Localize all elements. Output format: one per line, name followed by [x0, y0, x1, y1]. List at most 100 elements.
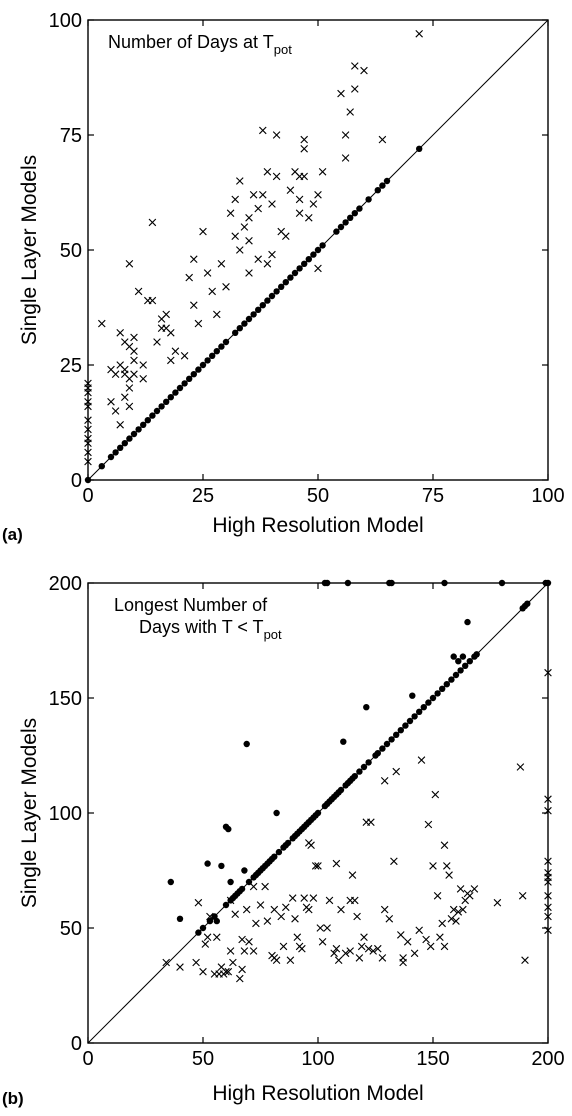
panel-b-cross-point: [298, 944, 306, 953]
cross-stroke: [309, 200, 318, 208]
panel-b-dot-point: [356, 768, 363, 775]
panel-a-cross-point: [180, 352, 189, 360]
panel-b-cross-point: [403, 938, 412, 946]
panel-b-dot-point: [448, 676, 455, 683]
cross-stroke: [203, 933, 212, 941]
cross-stroke: [180, 352, 189, 360]
panel-b-cross-point: [314, 862, 322, 870]
cross-stroke: [456, 885, 465, 893]
panel-b-dot-point: [455, 658, 462, 665]
panel-a-cross-point: [300, 172, 308, 181]
panel-a-cross-point: [116, 329, 124, 337]
panel-a-cross-point: [171, 347, 180, 355]
cross-stroke: [125, 402, 134, 411]
cross-stroke: [295, 209, 304, 217]
cross-stroke: [208, 287, 216, 296]
cross-stroke: [240, 947, 249, 955]
panel-b-cross-point: [279, 942, 288, 951]
panel-b-dot-point: [388, 736, 395, 743]
cross-stroke: [107, 365, 115, 374]
cross-stroke: [286, 956, 295, 964]
panel-b-cross-point: [399, 954, 407, 962]
cross-stroke: [139, 361, 147, 369]
panel-b-dot-point: [284, 839, 292, 847]
panel-b-cross-point: [353, 912, 361, 921]
cross-stroke: [130, 370, 138, 378]
panel-b-dot-point: [195, 929, 202, 936]
cross-stroke: [116, 361, 124, 369]
panel-b-label: (b): [2, 1089, 24, 1108]
cross-stroke: [521, 956, 529, 964]
panel-a-dot-point: [245, 315, 253, 323]
cross-stroke: [374, 944, 382, 953]
panel-a-cross-point: [84, 425, 92, 434]
panel-b-dot-point: [199, 924, 207, 932]
panel-a-cross-point: [346, 108, 354, 116]
panel-a-cross-point: [337, 89, 345, 98]
panel-a-x-tick-label: 0: [82, 485, 93, 507]
panel-a-scatter-plot: 0 25 50 75 100 0 25 50 75 100 Number of Days at T…: [2, 10, 565, 544]
panel-a-cross-point: [190, 301, 198, 309]
cross-stroke: [544, 857, 552, 866]
panel-b-cross-point: [238, 935, 246, 944]
cross-stroke: [229, 958, 237, 967]
panel-a-cross-point: [130, 370, 138, 378]
cross-stroke: [355, 954, 364, 962]
panel-a-cross-point: [314, 264, 322, 273]
panel-b-cross-point: [318, 938, 327, 946]
panel-b-cross-point: [242, 905, 251, 914]
panel-a-dot-point: [333, 228, 340, 235]
panel-a-dot-point: [199, 361, 207, 369]
panel-b-cross-point: [252, 919, 260, 928]
panel-b-dot-point: [462, 662, 469, 669]
panel-b-cross-point: [380, 777, 389, 785]
cross-stroke: [153, 338, 161, 346]
cross-stroke: [378, 954, 387, 962]
cross-stroke: [348, 871, 357, 879]
panel-a-dot-point: [163, 398, 170, 405]
panel-b-cross-point: [316, 924, 325, 932]
panel-a-dot-point: [112, 449, 119, 456]
cross-stroke: [130, 333, 138, 342]
cross-stroke: [346, 947, 354, 955]
cross-stroke: [277, 912, 285, 921]
panel-a-dot-point: [268, 292, 276, 300]
cross-stroke: [201, 940, 210, 948]
cross-stroke: [185, 273, 193, 282]
panel-b-dot-point: [544, 579, 552, 587]
cross-stroke: [199, 227, 207, 236]
panel-b-cross-point: [201, 940, 210, 948]
panel-b-dot-point: [420, 704, 427, 711]
panel-b-cross-point: [367, 818, 375, 826]
panel-a-cross-point: [125, 402, 134, 411]
cross-stroke: [309, 894, 318, 902]
panel-a-cross-point: [231, 195, 239, 204]
cross-stroke: [272, 956, 281, 964]
panel-b-cross-point: [194, 898, 203, 907]
panel-b-ticks: 0 50 100 150 200 0 50 100 150 200: [49, 573, 565, 1070]
panel-a-dot-point: [342, 219, 349, 226]
cross-stroke: [424, 820, 433, 829]
cross-stroke: [148, 218, 157, 227]
cross-stroke: [300, 145, 308, 153]
panel-a-dot-point: [365, 196, 372, 203]
cross-stroke: [360, 933, 368, 941]
panel-a-dot-point: [383, 177, 391, 185]
cross-stroke: [236, 177, 244, 185]
panel-a-cross-point: [309, 200, 318, 208]
panel-a-dot-point: [126, 435, 133, 442]
panel-a-cross-point: [139, 361, 147, 369]
cross-stroke: [337, 905, 345, 914]
cross-stroke: [410, 949, 419, 958]
cross-stroke: [249, 882, 258, 891]
panel-a-dot-point: [107, 453, 115, 461]
cross-stroke: [341, 154, 350, 162]
cross-stroke: [516, 763, 525, 771]
panel-a-dot-point: [213, 348, 220, 355]
panel-b-cross-point: [544, 857, 552, 866]
panel-b-cross-point: [261, 882, 269, 891]
panel-b-dot-point: [425, 699, 432, 706]
panel-b-cross-point: [337, 905, 345, 914]
panel-b-cross-point: [226, 947, 235, 955]
panel-b-cross-point: [360, 933, 368, 941]
